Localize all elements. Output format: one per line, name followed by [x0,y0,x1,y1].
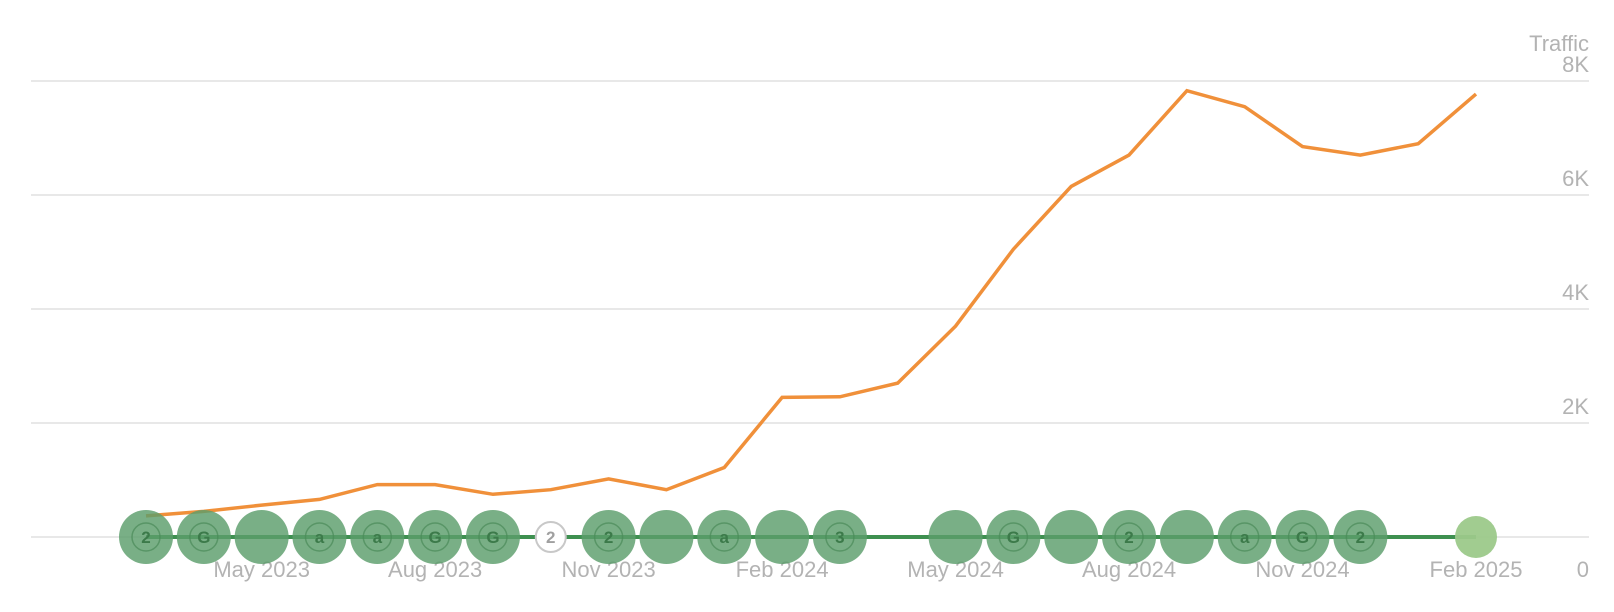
update-marker-label: 2 [604,528,613,547]
update-marker[interactable]: a [1217,510,1272,564]
update-marker[interactable]: G [986,510,1041,564]
update-marker[interactable]: 2 [1333,510,1388,564]
grid-lines [31,80,1589,538]
update-marker-circle [1455,516,1497,558]
y-tick-label: 2K [1562,394,1589,419]
update-marker-circle [1044,510,1099,564]
update-marker-circle [928,510,983,564]
update-marker[interactable]: G [176,510,231,564]
update-marker[interactable] [1044,510,1099,564]
update-marker[interactable] [234,510,289,564]
update-marker-circle [639,510,694,564]
y-axis-ticks: 0 2K 4K 6K 8K [1562,52,1589,582]
update-marker-circle [986,510,1041,564]
update-marker-ring [1114,522,1144,552]
update-marker-circle [1275,510,1330,564]
traffic-line [145,88,1478,518]
update-marker[interactable]: G [1275,510,1330,564]
y-tick-label: 8K [1562,52,1589,77]
update-marker-circle [119,510,173,564]
update-marker-label: 3 [835,528,844,547]
update-marker-label: a [315,528,325,547]
update-marker[interactable] [1455,516,1497,558]
update-marker-ring [362,522,393,552]
y-axis-label: Traffic [1529,31,1589,56]
update-marker-label: G [1296,528,1309,547]
y-tick-label: 6K [1562,166,1589,191]
update-marker-ring [420,522,450,552]
update-marker-ring [189,522,219,552]
y-tick-label: 4K [1562,280,1589,305]
update-marker[interactable] [928,510,983,564]
update-marker-circle [176,510,231,564]
update-marker-circle [812,510,867,564]
update-marker[interactable]: 3 [812,510,867,564]
update-marker[interactable]: 2 [119,510,173,564]
update-marker-circle [581,510,636,564]
update-marker[interactable] [1159,510,1214,564]
update-marker-ring [1345,522,1376,552]
update-marker-circle [234,510,289,564]
update-marker-ring [709,522,740,552]
update-marker-label: G [1007,528,1020,547]
update-marker[interactable] [639,510,694,564]
update-marker-circle [408,510,463,564]
update-marker-circle [1217,510,1272,564]
update-marker-label: G [197,528,210,547]
update-marker[interactable] [755,510,810,564]
update-marker[interactable]: 2 [1102,510,1157,564]
update-marker-label: 2 [141,528,150,547]
update-marker[interactable]: 2 [534,521,567,553]
traffic-series [145,88,1478,518]
update-marker-label: 2 [1356,528,1365,547]
update-marker[interactable]: a [697,510,752,564]
update-marker-ring [825,522,855,552]
update-marker-circle [465,510,520,564]
update-marker-ring [304,522,335,552]
update-marker-label: 2 [546,528,555,547]
x-axis-ticks: May 2023 Aug 2023 Nov 2023 Feb 2024 May 2024… [213,557,1522,582]
update-marker-ring [1229,522,1260,552]
update-marker-label: 2 [1124,528,1133,547]
update-marker-label: a [720,528,730,547]
update-marker-ring [478,522,508,552]
update-marker-circle [1159,510,1214,564]
update-marker-ring [1287,522,1318,552]
update-marker-circle [350,510,405,564]
update-marker-label: a [373,528,383,547]
update-marker[interactable]: a [292,510,347,564]
update-marker-circle [1333,510,1388,564]
update-marker-label: G [486,528,499,547]
x-tick-label: Feb 2025 [1430,557,1523,582]
update-marker-ring [998,522,1029,552]
update-marker-circle [534,521,567,553]
update-marker-circle [1102,510,1157,564]
update-marker-ring [131,522,161,552]
update-marker[interactable]: G [408,510,463,564]
update-marker[interactable]: a [350,510,405,564]
update-marker-ring [593,522,624,552]
update-marker-label: a [1240,528,1250,547]
update-marker-circle [697,510,752,564]
update-marker-circle [292,510,347,564]
update-marker-circle [755,510,810,564]
update-marker[interactable]: G [465,510,520,564]
y-tick-label: 0 [1577,557,1589,582]
update-marker-label: G [429,528,442,547]
update-marker[interactable]: 2 [581,510,636,564]
